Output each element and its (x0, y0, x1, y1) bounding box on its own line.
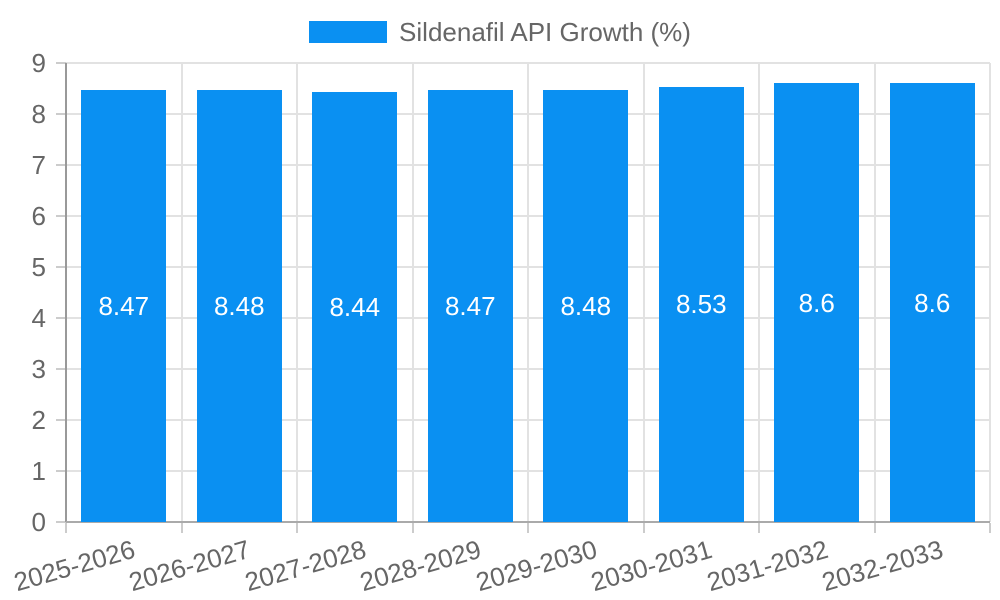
y-axis-tick (56, 470, 66, 472)
bar-value-label: 8.48 (213, 290, 265, 321)
x-axis-tick (642, 523, 645, 533)
bar[interactable] (196, 89, 282, 522)
y-axis-tick-label: 1 (31, 456, 46, 486)
y-axis-tick-label: 8 (31, 99, 46, 129)
y-axis-tick-label: 0 (31, 507, 46, 537)
bar-value-label: 8.6 (798, 287, 835, 318)
gridline-vertical (411, 63, 414, 522)
bar-value-label: 8.47 (98, 291, 150, 321)
y-axis-tick (56, 215, 66, 217)
bar[interactable] (312, 91, 398, 522)
y-axis-tick (56, 521, 66, 523)
x-axis-tick (758, 523, 760, 533)
bar-value-label: 8.44 (329, 291, 381, 322)
gridline-vertical (527, 63, 529, 522)
x-axis-baseline (66, 521, 990, 523)
x-axis-tick (180, 523, 183, 533)
y-axis-tick-label: 2 (31, 405, 46, 435)
y-axis-tick (56, 419, 66, 421)
gridline-vertical (989, 63, 991, 522)
y-axis-tick (56, 266, 66, 268)
bar-value-label: 8.53 (675, 289, 727, 320)
y-axis-tick-label: 4 (31, 303, 46, 333)
y-axis-line (65, 63, 67, 522)
bar[interactable] (774, 83, 860, 522)
y-axis-tick (56, 113, 66, 115)
y-axis-tick-label: 6 (31, 201, 46, 231)
y-axis-tick-label: 9 (31, 48, 46, 78)
y-axis-tick (56, 62, 66, 64)
x-axis-tick (411, 523, 414, 533)
bar[interactable] (889, 83, 975, 522)
y-axis-tick (56, 164, 66, 166)
gridline-vertical (758, 63, 760, 522)
gridline-vertical (296, 63, 298, 522)
bar[interactable] (427, 90, 513, 522)
gridline-vertical (642, 63, 645, 522)
gridline-vertical (873, 63, 876, 522)
bar-value-label: 8.47 (444, 291, 496, 321)
y-axis-tick (56, 317, 66, 319)
y-axis-tick-label: 5 (31, 252, 46, 282)
bar[interactable] (658, 86, 744, 522)
x-axis-tick (527, 523, 529, 533)
bar[interactable] (543, 89, 629, 522)
y-axis-tick-label: 3 (31, 354, 46, 384)
bar[interactable] (81, 90, 167, 522)
x-axis-tick (989, 523, 991, 533)
x-axis-tick (65, 523, 67, 533)
legend-swatch (309, 21, 388, 43)
legend-label: Sildenafil API Growth (%) (399, 17, 691, 47)
y-axis-tick-label: 7 (31, 150, 46, 180)
gridline-vertical (180, 63, 183, 522)
bar-value-label: 8.6 (914, 287, 951, 318)
bar-value-label: 8.48 (560, 290, 612, 321)
y-axis-tick (56, 368, 66, 370)
x-axis-tick (873, 523, 876, 533)
chart-legend[interactable]: Sildenafil API Growth (%) (0, 17, 1000, 47)
x-axis-tick (296, 523, 298, 533)
